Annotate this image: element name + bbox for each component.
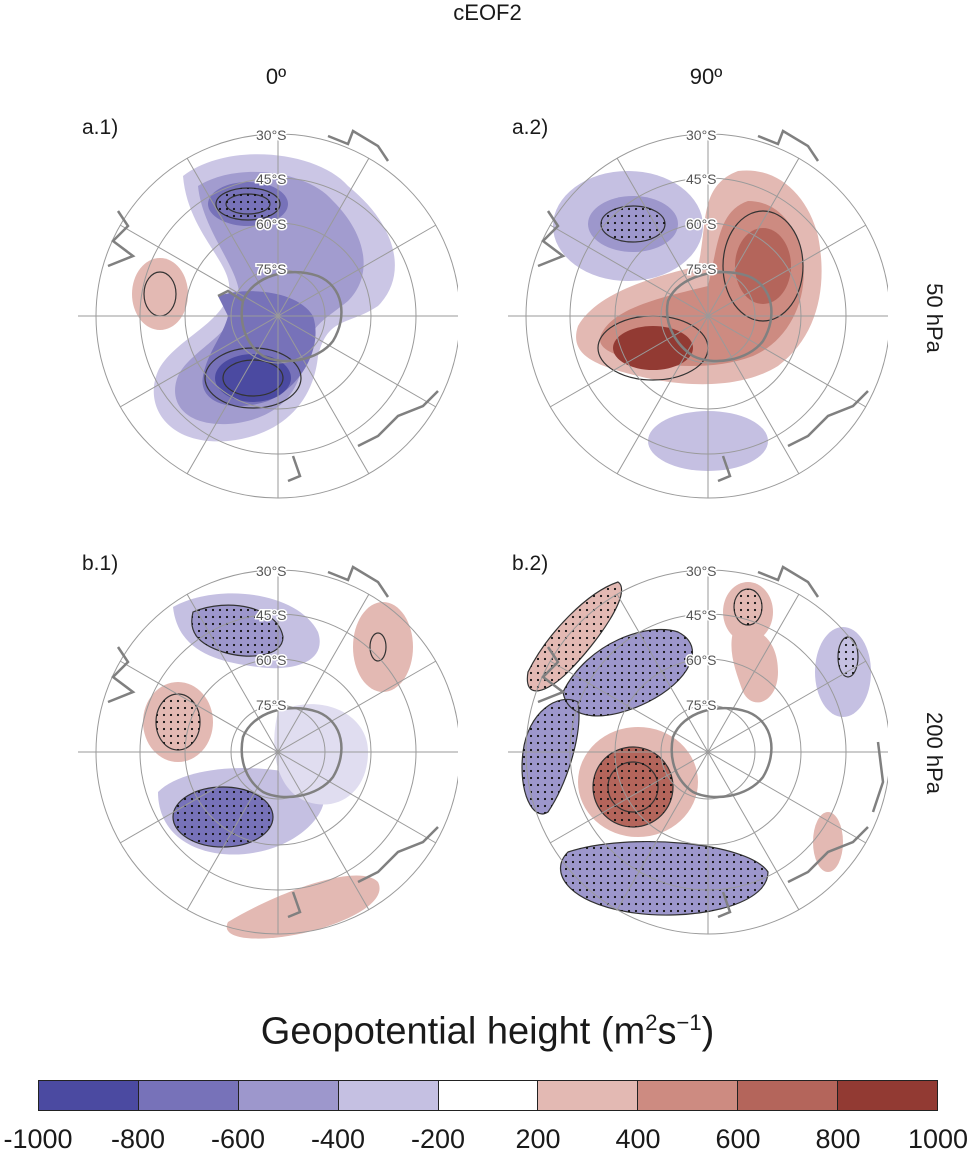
colorbar-tick-label: -400: [310, 1124, 366, 1154]
figure-title: cEOF2: [453, 0, 522, 25]
coastlines: [107, 565, 439, 919]
lat-label-30: 30°S: [686, 127, 717, 143]
colorbar-tick-label: -200: [410, 1124, 466, 1154]
panel-a1: 30°S 45°S 60°S 75°S a.1): [78, 116, 458, 516]
colorbar-title-sup2: −1: [676, 1010, 702, 1035]
lat-label-60: 60°S: [686, 652, 717, 668]
lat-label-45: 45°S: [686, 171, 717, 187]
significance-stipple: [522, 582, 858, 916]
lat-label-60: 60°S: [686, 216, 717, 232]
significance-stipple: [173, 787, 273, 847]
graticule: [78, 569, 458, 935]
colorbar-segment: [538, 1081, 639, 1110]
significance-stipple: [156, 694, 200, 750]
polar-map-b2: 30°S 45°S 60°S 75°S: [508, 562, 888, 935]
lat-label-75: 75°S: [686, 697, 717, 713]
graticule: [78, 133, 458, 499]
colorbar: [38, 1080, 938, 1111]
lat-label-30: 30°S: [256, 127, 287, 143]
lat-label-30: 30°S: [256, 563, 287, 579]
panel-b2: 30°S 45°S 60°S 75°S b.2): [508, 552, 888, 952]
colorbar-segment: [138, 1081, 239, 1110]
graticule: [508, 569, 888, 935]
lat-label-75: 75°S: [256, 697, 287, 713]
lat-label-75: 75°S: [686, 261, 717, 277]
lat-label-45: 45°S: [686, 607, 717, 623]
colorbar-segment: [738, 1081, 839, 1110]
colorbar-segment: [338, 1081, 439, 1110]
panel-tag-b2: b.2): [512, 552, 549, 575]
panel-tag-a2: a.2): [512, 116, 549, 139]
lat-label-60: 60°S: [256, 652, 287, 668]
significance-stipple: [601, 206, 665, 242]
panel-tag-a1: a.1): [82, 116, 119, 139]
colorbar-ticks: -1000 -800 -600 -400 -200 200 400 600 800 1000: [3, 1124, 968, 1158]
colorbar-title-mid: s: [657, 1010, 677, 1053]
colorbar-tick-label: 1000: [907, 1124, 969, 1154]
lat-label-60: 60°S: [256, 216, 287, 232]
colorbar-segment: [238, 1081, 339, 1110]
lat-label-45: 45°S: [256, 171, 287, 187]
colorbar-segment: [438, 1081, 539, 1110]
colorbar-title-end: ): [701, 1010, 715, 1053]
lat-labels: 30°S 45°S 60°S 75°S: [255, 562, 289, 715]
colorbar-tick-label: 600: [715, 1124, 761, 1154]
panel-tag-b1: b.1): [82, 552, 119, 575]
coastlines: [537, 565, 885, 919]
colorbar-segment: [638, 1081, 739, 1110]
panel-a2: 30°S 45°S 60°S 75°S a.2): [508, 116, 888, 516]
row-label-50hpa: 50 hPa: [922, 283, 947, 353]
colorbar-tick-label: -1000: [3, 1124, 73, 1154]
significance-stipple: [191, 605, 283, 657]
panel-b1: 30°S 45°S 60°S 75°S b.1): [78, 552, 458, 952]
significance-stipple: [216, 188, 280, 220]
coastlines: [537, 129, 869, 483]
polar-map-a2: 30°S 45°S 60°S 75°S: [508, 126, 888, 499]
column-label-90: 90º: [689, 64, 723, 89]
colorbar-tick-label: -800: [110, 1124, 166, 1154]
colorbar-segment: [838, 1081, 938, 1110]
column-label-0: 0º: [265, 64, 287, 89]
lat-labels: 30°S 45°S 60°S 75°S: [255, 126, 289, 279]
lat-label-75: 75°S: [256, 261, 287, 277]
colorbar-tick-label: 400: [615, 1124, 661, 1154]
colorbar-title: Geopotential height (m2s−1): [0, 1010, 975, 1054]
polar-map-a1: 30°S 45°S 60°S 75°S: [78, 126, 458, 499]
colorbar-title-main: Geopotential height (m: [260, 1010, 646, 1053]
lat-labels: 30°S 45°S 60°S 75°S: [685, 126, 719, 279]
lat-label-30: 30°S: [686, 563, 717, 579]
colorbar-tick-label: 800: [815, 1124, 861, 1154]
row-label-200hpa: 200 hPa: [922, 712, 947, 794]
lat-labels: 30°S 45°S 60°S 75°S: [685, 562, 719, 715]
colorbar-tick-label: 200: [515, 1124, 561, 1154]
graticule: [508, 133, 888, 499]
coastlines: [107, 129, 439, 483]
colorbar-segment: [39, 1081, 139, 1110]
colorbar-title-sup1: 2: [645, 1010, 658, 1035]
colorbar-tick-label: -600: [210, 1124, 266, 1154]
polar-map-b1: 30°S 45°S 60°S 75°S: [78, 562, 458, 939]
lat-label-45: 45°S: [256, 607, 287, 623]
